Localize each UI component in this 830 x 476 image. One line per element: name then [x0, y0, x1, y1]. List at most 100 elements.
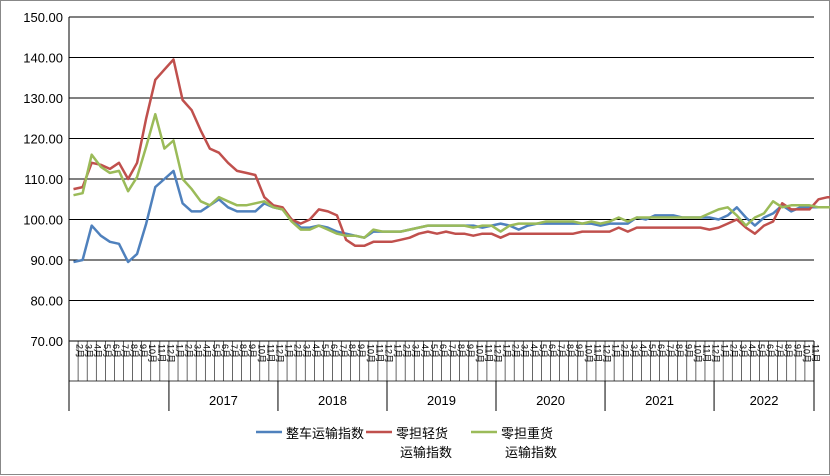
- y-tick-label: 90.00: [30, 253, 63, 268]
- month-label: 2月: [402, 344, 412, 358]
- month-label: 1月: [720, 344, 730, 358]
- month-label: 12月: [492, 344, 502, 363]
- month-label: 7月: [120, 344, 130, 358]
- month-label: 5月: [756, 344, 766, 358]
- month-label: 10月: [474, 344, 484, 363]
- legend-label-3: 零担重货: [501, 426, 553, 442]
- month-label: 3月: [84, 344, 94, 358]
- month-label: 4月: [638, 344, 648, 358]
- month-label: 12月: [601, 344, 611, 363]
- month-label: 5月: [320, 344, 330, 358]
- year-label: 2021: [645, 393, 674, 408]
- month-label: 4月: [93, 344, 103, 358]
- month-label: 9月: [247, 344, 257, 358]
- month-label: 11月: [810, 344, 820, 362]
- month-label: 2月: [75, 344, 85, 358]
- month-label: 3月: [738, 344, 748, 358]
- month-label: 4月: [747, 344, 757, 358]
- month-label: 8月: [674, 344, 684, 358]
- month-label: 8月: [565, 344, 575, 358]
- month-label: 5月: [647, 344, 657, 358]
- month-label: 8月: [347, 344, 357, 358]
- month-label: 10月: [583, 344, 593, 363]
- month-label: 2月: [620, 344, 630, 358]
- month-label: 9月: [138, 344, 148, 358]
- month-label: 6月: [111, 344, 121, 358]
- y-tick-label: 130.00: [23, 91, 63, 106]
- month-label: 10月: [147, 344, 157, 363]
- month-label: 8月: [129, 344, 139, 358]
- y-tick-label: 140.00: [23, 51, 63, 66]
- month-label: 7月: [338, 344, 348, 358]
- y-tick-label: 100.00: [23, 213, 63, 228]
- month-label: 9月: [574, 344, 584, 358]
- year-label: 2018: [318, 393, 347, 408]
- month-label: 4月: [311, 344, 321, 358]
- month-label: 7月: [556, 344, 566, 358]
- month-label: 6月: [765, 344, 775, 358]
- month-label: 2月: [184, 344, 194, 358]
- legend-label-3: 运输指数: [505, 445, 557, 461]
- month-label: 7月: [447, 344, 457, 358]
- month-label: 3月: [193, 344, 203, 358]
- month-label: 6月: [220, 344, 230, 358]
- month-label: 5月: [211, 344, 221, 358]
- month-label: 4月: [529, 344, 539, 358]
- month-label: 12月: [165, 344, 175, 363]
- month-label: 8月: [783, 344, 793, 358]
- legend-label-1: 整车运输指数: [286, 426, 364, 442]
- month-label: 1月: [611, 344, 621, 358]
- month-label: 10月: [692, 344, 702, 363]
- month-label: 5月: [102, 344, 112, 358]
- month-label: 11月: [483, 344, 493, 362]
- month-label: 5月: [429, 344, 439, 358]
- month-label: 10月: [256, 344, 266, 363]
- month-label: 8月: [456, 344, 466, 358]
- legend-label-2: 零担轻货: [396, 426, 448, 442]
- month-label: 12月: [383, 344, 393, 363]
- year-label: 2019: [427, 393, 456, 408]
- y-tick-label: 150.00: [23, 10, 63, 25]
- month-label: 3月: [302, 344, 312, 358]
- month-label: 7月: [229, 344, 239, 358]
- month-label: 5月: [538, 344, 548, 358]
- month-label: 3月: [629, 344, 639, 358]
- month-label: 7月: [774, 344, 784, 358]
- month-label: 3月: [411, 344, 421, 358]
- month-label: 7月: [665, 344, 675, 358]
- month-label: 12月: [711, 344, 721, 363]
- month-label: 6月: [329, 344, 339, 358]
- month-label: 6月: [438, 344, 448, 358]
- month-label: 9月: [683, 344, 693, 358]
- month-label: 3月: [520, 344, 530, 358]
- year-label: 2017: [209, 393, 238, 408]
- month-label: 9月: [465, 344, 475, 358]
- y-tick-label: 110.00: [24, 172, 63, 187]
- month-label: 4月: [420, 344, 430, 358]
- month-label: 1月: [284, 344, 294, 358]
- y-tick-label: 120.00: [23, 132, 63, 147]
- y-tick-label: 70.00: [30, 334, 63, 349]
- month-label: 11月: [701, 344, 711, 362]
- month-label: 9月: [356, 344, 366, 358]
- month-label: 12月: [274, 344, 284, 363]
- month-label: 9月: [792, 344, 802, 358]
- month-label: 1月: [393, 344, 403, 358]
- month-label: 2月: [293, 344, 303, 358]
- month-label: 11月: [265, 344, 275, 362]
- month-label: 2月: [511, 344, 521, 358]
- month-label: 4月: [202, 344, 212, 358]
- month-label: 10月: [365, 344, 375, 363]
- month-label: 2月: [729, 344, 739, 358]
- month-label: 11月: [156, 344, 166, 362]
- legend-label-2: 运输指数: [400, 445, 452, 461]
- month-label: 1月: [502, 344, 512, 358]
- month-label: 6月: [656, 344, 666, 358]
- month-label: 11月: [592, 344, 602, 362]
- month-label: 10月: [801, 344, 811, 363]
- y-tick-label: 80.00: [30, 294, 63, 309]
- year-label: 2022: [750, 393, 779, 408]
- month-label: 11月: [374, 344, 384, 362]
